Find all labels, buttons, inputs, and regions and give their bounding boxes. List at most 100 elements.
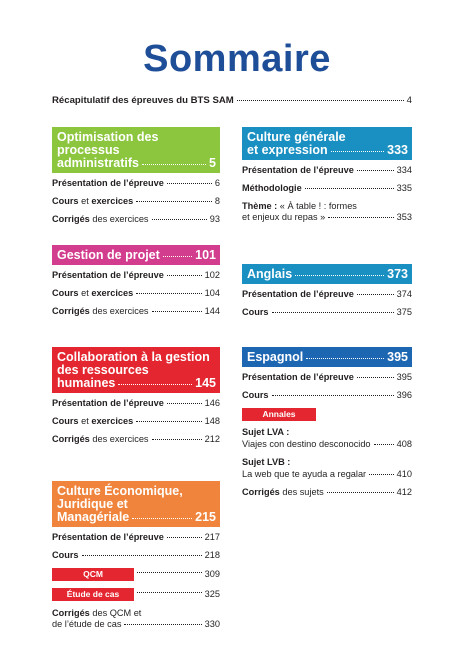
toc-entry-multiline[interactable]: Thème : « À table ! : formes et enjeux d…	[242, 201, 412, 223]
leader-dots	[166, 275, 202, 276]
entry-label: Corrigés	[52, 608, 90, 618]
toc-entry[interactable]: Présentation de l’épreuve 146	[52, 398, 220, 409]
section-page: 395	[387, 350, 408, 364]
section-header[interactable]: Culture générale et expression 333	[242, 127, 412, 160]
leader-dots	[136, 421, 202, 422]
section-header[interactable]: Anglais 373	[242, 264, 412, 284]
entry-page: 410	[396, 469, 412, 479]
leader-dots	[369, 474, 394, 475]
entry-text: et	[78, 196, 92, 206]
section-culture-economique: Culture Économique, Juridique et Managér…	[52, 481, 220, 637]
qcm-tag: QCM	[52, 568, 134, 581]
leader-dots	[236, 100, 404, 101]
toc-entry[interactable]: Présentation de l’épreuve 102	[52, 270, 220, 281]
toc-entry[interactable]: Corrigés des exercices 212	[52, 434, 220, 445]
entry-label: Présentation de l’épreuve	[52, 532, 164, 542]
section-header[interactable]: Espagnol 395	[242, 347, 412, 367]
leader-dots	[136, 293, 202, 294]
toc-entry-multiline[interactable]: Sujet LVB : La web que te ayuda a regala…	[242, 457, 412, 480]
leader-dots	[151, 311, 202, 312]
section-gestion-projet: Gestion de projet 101 Présentation de l’…	[52, 245, 220, 324]
leader-dots	[132, 518, 193, 519]
leader-dots	[137, 592, 202, 593]
entry-label: Cours	[52, 416, 79, 426]
entry-page: 102	[204, 270, 220, 280]
entry-page: 396	[396, 390, 412, 400]
entry-page: 8	[214, 196, 220, 206]
entry-text: Viajes con destino desconocido	[242, 439, 371, 449]
section-title-line: Culture Économique,	[57, 484, 183, 498]
entry-label: Cours	[52, 550, 79, 560]
entry-text: des sujets	[279, 487, 324, 497]
section-espagnol: Espagnol 395 Présentation de l’épreuve 39…	[242, 347, 412, 505]
leader-dots	[151, 219, 207, 220]
leader-dots	[124, 624, 202, 625]
entry-text: des QCM et	[89, 608, 142, 618]
toc-entry-etude-de-cas[interactable]: Étude de cas 325	[52, 588, 220, 601]
entry-label: Cours	[242, 390, 269, 400]
section-title-line: Gestion de projet	[57, 248, 160, 262]
section-header[interactable]: Collaboration à la gestion des ressource…	[52, 347, 220, 393]
entry-label: Corrigés	[52, 214, 90, 224]
toc-entry[interactable]: Méthodologie 335	[242, 183, 412, 194]
section-header[interactable]: Gestion de projet 101	[52, 245, 220, 265]
section-title-line: humaines	[57, 376, 116, 390]
entry-label: exercices	[91, 196, 134, 206]
toc-entry[interactable]: Présentation de l’épreuve 374	[242, 289, 412, 300]
leader-dots	[151, 439, 202, 440]
toc-entry[interactable]: Présentation de l’épreuve 395	[242, 372, 412, 383]
toc-entry[interactable]: Corrigés des exercices 93	[52, 214, 220, 225]
section-title: Espagnol	[247, 350, 304, 364]
annales-label-row: Annales	[242, 408, 412, 421]
section-title-line: Managériale	[57, 510, 130, 524]
entry-label: Cours	[52, 288, 79, 298]
etude-de-cas-tag: Étude de cas	[52, 588, 134, 601]
entry-label: Présentation de l’épreuve	[52, 178, 164, 188]
entry-page: 217	[204, 532, 220, 542]
annales-tag: Annales	[242, 408, 316, 421]
toc-entry[interactable]: Présentation de l’épreuve 6	[52, 178, 220, 189]
recap-page: 4	[406, 95, 412, 106]
section-title-line: administratifs	[57, 156, 139, 170]
leader-dots	[328, 217, 394, 218]
toc-entry[interactable]: Présentation de l’épreuve 217	[52, 532, 220, 543]
entry-label: Sujet LVB :	[242, 457, 291, 467]
toc-entry[interactable]: Cours 218	[52, 550, 220, 561]
leader-dots	[162, 256, 193, 257]
section-header[interactable]: Culture Économique, Juridique et Managér…	[52, 481, 220, 527]
entry-page: 395	[396, 372, 412, 382]
toc-entry[interactable]: Corrigés des exercices 144	[52, 306, 220, 317]
section-page: 215	[195, 510, 216, 524]
toc-entry[interactable]: Corrigés des sujets 412	[242, 487, 412, 498]
entry-page: 218	[204, 550, 220, 560]
toc-entry[interactable]: Cours 375	[242, 307, 412, 318]
leader-dots	[166, 403, 202, 404]
toc-entry[interactable]: Présentation de l’épreuve 334	[242, 165, 412, 176]
toc-entry-qcm[interactable]: QCM 309	[52, 568, 220, 581]
toc-entry-multiline[interactable]: Corrigés des QCM et de l’étude de cas 330	[52, 608, 220, 630]
section-culture-generale: Culture générale et expression 333 Prése…	[242, 127, 412, 230]
leader-dots	[141, 164, 207, 165]
section-title-line: Juridique et	[57, 497, 128, 511]
entry-page: 325	[204, 589, 220, 599]
leader-dots	[271, 395, 394, 396]
leader-dots	[81, 555, 202, 556]
entry-label: Présentation de l’épreuve	[52, 398, 164, 408]
leader-dots	[356, 170, 394, 171]
toc-entry[interactable]: Cours 396	[242, 390, 412, 401]
toc-entry[interactable]: Cours et exercices 148	[52, 416, 220, 427]
entry-label: Présentation de l’épreuve	[242, 289, 354, 299]
toc-entry[interactable]: Cours et exercices 8	[52, 196, 220, 207]
leader-dots	[356, 377, 394, 378]
leader-dots	[166, 183, 212, 184]
entry-page: 353	[396, 212, 412, 222]
toc-entry-multiline[interactable]: Sujet LVA : Viajes con destino desconoci…	[242, 427, 412, 450]
section-header[interactable]: Optimisation des processus administratif…	[52, 127, 220, 173]
leader-dots	[295, 275, 385, 276]
leader-dots	[373, 444, 394, 445]
recap-entry[interactable]: Récapitulatif des épreuves du BTS SAM 4	[52, 95, 412, 106]
section-page: 145	[195, 376, 216, 390]
section-page: 5	[209, 156, 216, 170]
toc-entry[interactable]: Cours et exercices 104	[52, 288, 220, 299]
entry-page: 408	[396, 439, 412, 449]
